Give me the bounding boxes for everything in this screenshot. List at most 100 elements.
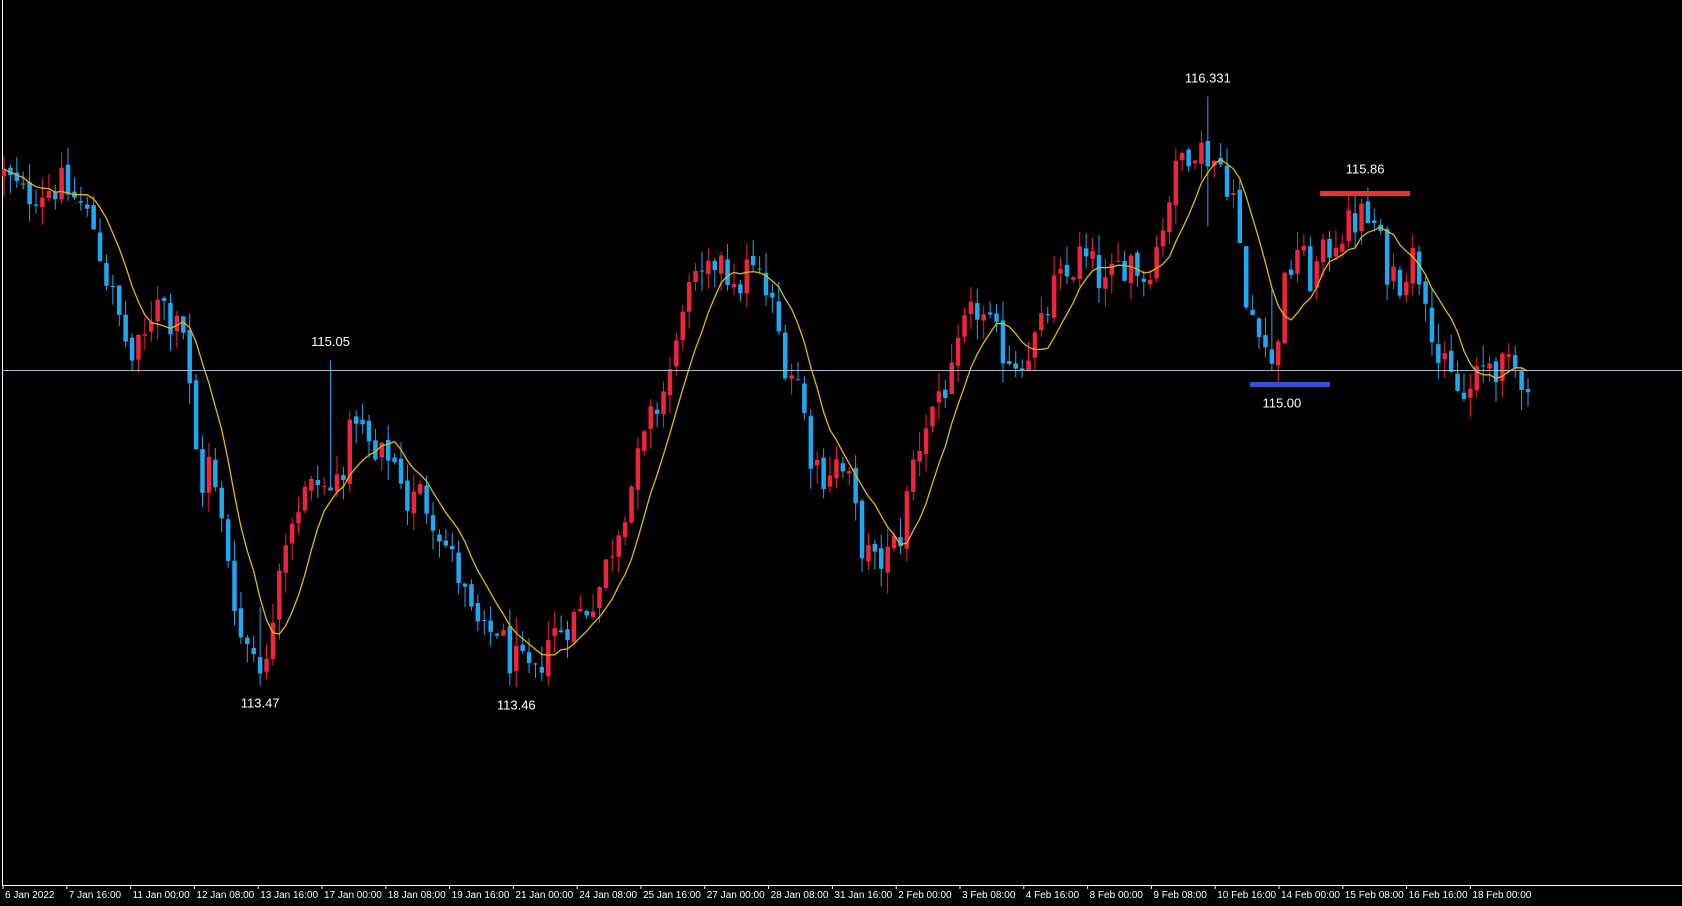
candle-body xyxy=(283,545,288,573)
candle-body xyxy=(1058,268,1063,274)
candle-body xyxy=(744,259,750,294)
candle-body xyxy=(1071,277,1076,280)
candle-body xyxy=(1416,251,1422,285)
candle-body xyxy=(424,485,429,514)
resistance-label: 115.86 xyxy=(1346,161,1385,176)
candle-body xyxy=(866,544,871,562)
candle-body xyxy=(514,646,519,671)
candle-body xyxy=(1250,309,1255,315)
x-tick-label: 24 Jan 08:00 xyxy=(579,890,637,901)
candle-body xyxy=(1301,245,1307,251)
candle-body xyxy=(91,205,96,230)
candle-body xyxy=(917,450,922,462)
candle-body xyxy=(699,270,705,272)
x-tick-label: 18 Feb 00:00 xyxy=(1472,890,1531,901)
candle-body xyxy=(353,416,359,424)
candle-body xyxy=(827,475,833,487)
candle-body xyxy=(187,329,192,384)
candle-body xyxy=(315,479,321,486)
candle-body xyxy=(65,164,71,195)
candle-body xyxy=(328,487,333,491)
candle-body xyxy=(213,459,218,488)
candle-body xyxy=(891,535,897,549)
x-tick-label: 19 Jan 16:00 xyxy=(452,890,510,901)
candle-body xyxy=(1468,388,1473,398)
candle-body xyxy=(987,312,993,315)
candle-body xyxy=(558,630,564,633)
candle-body xyxy=(149,321,154,332)
candle-body xyxy=(1448,350,1454,372)
candle-body xyxy=(1333,248,1339,257)
candle-body xyxy=(161,298,167,301)
candle-body xyxy=(712,260,718,271)
candle-body xyxy=(193,380,199,450)
candle-body xyxy=(879,548,884,569)
candle-body xyxy=(33,204,39,206)
x-tick-label: 17 Jan 00:00 xyxy=(324,890,382,901)
candle-body xyxy=(1090,251,1095,259)
candle-body xyxy=(27,182,32,205)
candle-body xyxy=(469,584,474,607)
candle-body xyxy=(277,570,282,620)
candle-body xyxy=(923,428,929,455)
candle-body xyxy=(1051,275,1057,318)
candle-body xyxy=(1327,238,1332,258)
candle-body xyxy=(129,337,135,361)
candle-body xyxy=(1263,335,1268,348)
candle-body xyxy=(360,419,365,425)
candle-body xyxy=(1218,157,1223,165)
candle-body xyxy=(590,611,596,618)
x-tick-label: 10 Feb 16:00 xyxy=(1217,890,1276,901)
x-tick-label: 28 Jan 08:00 xyxy=(771,890,829,901)
candle-body xyxy=(251,648,256,655)
candle-body xyxy=(1346,210,1351,242)
candle-body xyxy=(1141,278,1147,282)
candle-body xyxy=(1512,355,1518,368)
candles-layer xyxy=(1,96,1531,688)
candle-body xyxy=(1365,201,1371,224)
candle-body xyxy=(270,622,276,660)
candle-body xyxy=(962,315,967,337)
candle-body xyxy=(629,486,634,523)
candle-body xyxy=(821,457,826,490)
candle-body xyxy=(1474,366,1480,391)
candle-body xyxy=(975,303,980,320)
high-label: 115.05 xyxy=(311,334,350,349)
high-label: 116.331 xyxy=(1185,71,1231,86)
candle-body xyxy=(1122,260,1127,281)
candle-body xyxy=(1083,248,1089,257)
candle-body xyxy=(1154,246,1159,279)
candle-body xyxy=(943,389,948,399)
candle-body xyxy=(1519,371,1524,391)
candle-body xyxy=(1320,239,1326,263)
candle-body xyxy=(8,167,13,176)
candle-body xyxy=(763,272,769,296)
candle-body xyxy=(840,463,846,472)
candle-body xyxy=(168,303,173,335)
x-tick-label: 21 Jan 00:00 xyxy=(515,890,573,901)
candle-body xyxy=(686,281,692,312)
candle-body xyxy=(546,640,551,677)
candle-body xyxy=(1135,252,1140,276)
level-markers-layer: 116.331 115.86 115.05 115.00 113.47 113.46 xyxy=(2,71,1682,712)
candle-body xyxy=(430,515,436,531)
candle-body xyxy=(1295,249,1300,274)
candle-body xyxy=(1032,332,1038,358)
candle-body xyxy=(770,292,775,298)
x-tick-label: 11 Jan 00:00 xyxy=(133,890,191,901)
candle-body xyxy=(1237,189,1243,244)
candle-body xyxy=(1288,269,1294,276)
candle-body xyxy=(501,630,506,636)
x-tick-label: 18 Jan 08:00 xyxy=(388,890,446,901)
x-tick-label: 2 Feb 00:00 xyxy=(898,890,952,901)
x-tick-label: 15 Feb 08:00 xyxy=(1345,890,1404,901)
candle-body xyxy=(232,560,237,611)
candle-body xyxy=(174,315,180,332)
candle-body xyxy=(1404,281,1409,296)
candle-body xyxy=(181,316,186,333)
candle-body xyxy=(417,484,423,494)
candle-body xyxy=(52,192,58,200)
candle-body xyxy=(981,314,986,321)
candle-body xyxy=(488,620,493,632)
